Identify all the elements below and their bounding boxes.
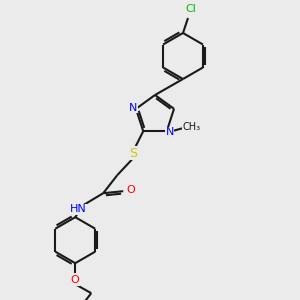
Text: O: O (71, 275, 80, 285)
Text: N: N (129, 103, 137, 113)
Text: HN: HN (70, 204, 87, 214)
Text: S: S (129, 147, 137, 160)
Text: CH₃: CH₃ (183, 122, 201, 132)
Text: O: O (127, 185, 136, 195)
Text: N: N (166, 127, 174, 137)
Text: Cl: Cl (186, 4, 196, 14)
